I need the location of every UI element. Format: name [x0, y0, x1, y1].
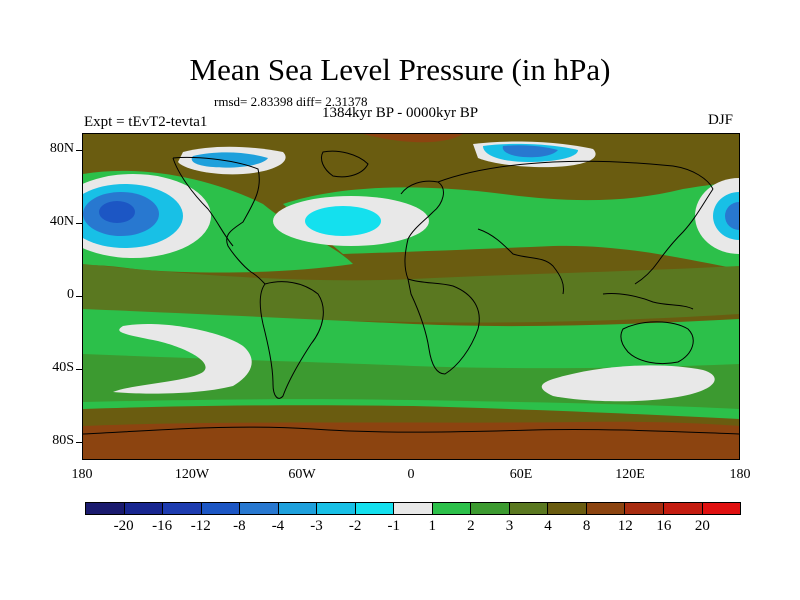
colorbar-label: 1	[428, 518, 437, 534]
lat-label-80s: 80S	[52, 433, 74, 448]
map-canvas	[83, 134, 739, 459]
colorbar-swatch	[471, 503, 510, 514]
antarctic-brown-band	[83, 421, 739, 459]
lon-label-120e: 120E	[615, 467, 645, 482]
eurasia-north-coast	[437, 160, 714, 190]
lat-tick-0	[76, 296, 82, 297]
time-period-label: 1384kyr BP - 0000kyr BP	[322, 105, 479, 121]
colorbar-swatch	[702, 503, 741, 514]
rmsd-diff-stats: rmsd= 2.83398 diff= 2.31378	[214, 94, 368, 109]
colorbar-label: -4	[271, 518, 285, 534]
colorbar-swatch	[509, 503, 549, 514]
colorbar-label: 2	[467, 518, 475, 534]
lon-label-60w: 60W	[288, 467, 316, 482]
south-pacific-low-grey	[113, 324, 252, 394]
north-america-west-coast	[172, 157, 234, 247]
lon-label-60e: 60E	[509, 467, 533, 482]
lat-tick-40s	[76, 369, 82, 370]
colorbar-swatch	[548, 503, 587, 514]
colorbar-swatch	[394, 503, 433, 514]
lon-label-120w: 120W	[174, 467, 210, 482]
colorbar-label: -3	[310, 518, 323, 534]
colorbar-swatch	[240, 503, 279, 514]
lat-tick-80n	[76, 150, 82, 151]
colorbar-label: 12	[617, 518, 633, 534]
arctic-low-siberia-blue	[502, 145, 558, 158]
colorbar-swatch	[163, 503, 202, 514]
coastlines	[83, 150, 739, 435]
colorbar-swatch	[625, 503, 664, 514]
indonesia-coast	[602, 293, 694, 310]
colorbar-swatch	[355, 503, 395, 514]
colorbar-swatch	[663, 503, 703, 514]
chart-title: Mean Sea Level Pressure (in hPa)	[189, 52, 611, 87]
colorbar-label: 4	[544, 518, 552, 534]
east-pacific-low-blue	[725, 202, 739, 230]
arctic-low-greenland-blue	[191, 152, 268, 168]
south-america-coast	[259, 281, 324, 399]
lat-label-0: 0	[67, 287, 74, 302]
colorbar-swatch	[201, 503, 241, 514]
asia-east-coast	[634, 188, 714, 285]
colorbar-label: -12	[190, 518, 211, 534]
arctic-brown-patch	[363, 134, 463, 143]
colorbar-label: -16	[152, 518, 173, 534]
lon-label-180w: 180	[71, 467, 93, 482]
colorbar-label: 16	[656, 518, 672, 534]
north-america-coast	[172, 156, 266, 285]
colorbar-swatch	[278, 503, 318, 514]
lat-tick-80s	[76, 442, 82, 443]
colorbar-swatch	[432, 503, 472, 514]
africa-coast	[407, 278, 480, 375]
lon-label-180e: 180	[729, 467, 751, 482]
colorbar-label: -8	[233, 518, 246, 534]
season-label: DJF	[708, 112, 734, 128]
north-pacific-low-core	[99, 201, 135, 223]
colorbar-label: -20	[113, 518, 134, 534]
pressure-anomaly-map	[82, 133, 740, 460]
colorbar-swatch	[586, 503, 626, 514]
colorbar-swatch	[124, 503, 164, 514]
europe-africa-west-coast	[400, 180, 444, 280]
colorbar-label: 8	[582, 518, 591, 534]
southern-indian-low-grey	[541, 365, 715, 402]
colorbar-label: 3	[505, 518, 514, 534]
colorbar	[85, 502, 741, 515]
antarctica-coast	[83, 426, 739, 435]
colorbar-label: -1	[387, 518, 400, 534]
colorbar-swatch	[317, 503, 356, 514]
lat-label-40s: 40S	[52, 360, 74, 375]
lat-label-80n: 80N	[49, 141, 74, 156]
australia-coast	[620, 321, 694, 365]
lat-label-40n: 40N	[49, 214, 74, 229]
arabia-india-coast	[477, 228, 564, 295]
lat-tick-40n	[76, 223, 82, 224]
colorbar-swatch	[86, 503, 125, 514]
north-atlantic-low-cyan	[305, 206, 381, 236]
colorbar-label: 20	[694, 518, 710, 534]
experiment-label: Expt = tEvT2-tevta1	[84, 114, 208, 130]
lon-label-0: 0	[407, 467, 415, 482]
colorbar-label: -2	[348, 518, 362, 534]
greenland-coast	[320, 150, 369, 178]
